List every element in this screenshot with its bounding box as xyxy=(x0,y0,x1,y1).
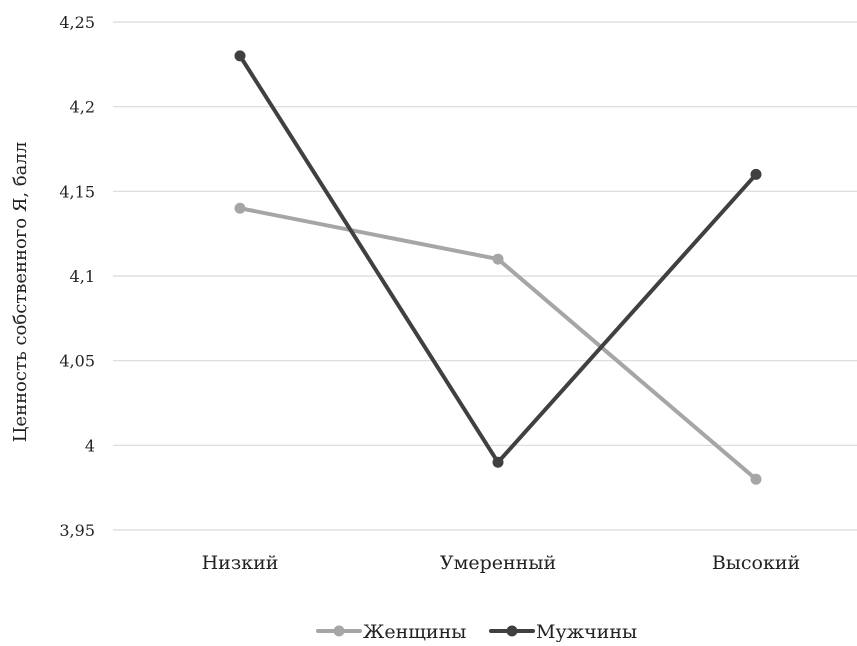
legend-label: Женщины xyxy=(363,621,466,642)
series-lines xyxy=(234,50,762,485)
data-point xyxy=(234,202,246,214)
y-tick-label: 4,15 xyxy=(59,182,95,201)
y-axis-title: Ценность собственного Я, балл xyxy=(10,142,31,443)
data-point xyxy=(750,473,762,485)
y-tick-label: 4,2 xyxy=(70,98,95,117)
y-tick-label: 4,25 xyxy=(59,13,95,32)
data-point xyxy=(492,456,504,468)
y-tick-label: 3,95 xyxy=(59,521,95,540)
legend-item: Женщины xyxy=(316,621,466,643)
data-point xyxy=(234,50,246,62)
series-line-1 xyxy=(238,206,758,482)
y-tick-label: 4,05 xyxy=(59,352,95,371)
data-point xyxy=(750,168,762,180)
x-category-label: Умеренный xyxy=(440,552,556,574)
x-category-label: Высокий xyxy=(712,552,800,574)
legend-label: Мужчины xyxy=(536,621,637,642)
y-tick-label: 4 xyxy=(85,436,95,455)
legend: Женщины Мужчины xyxy=(316,621,637,643)
y-tick-label: 4,1 xyxy=(70,267,95,286)
x-category-label: Низкий xyxy=(202,552,279,574)
gridlines xyxy=(113,21,857,531)
data-point xyxy=(492,253,504,265)
legend-item: Мужчины xyxy=(489,621,637,643)
y-axis-ticks: 3,95 4 4,05 4,1 4,15 4,2 4,25 xyxy=(59,13,95,540)
legend-marker xyxy=(506,625,518,637)
x-axis-categories: Низкий Умеренный Высокий xyxy=(202,552,801,574)
legend-marker xyxy=(333,625,345,637)
